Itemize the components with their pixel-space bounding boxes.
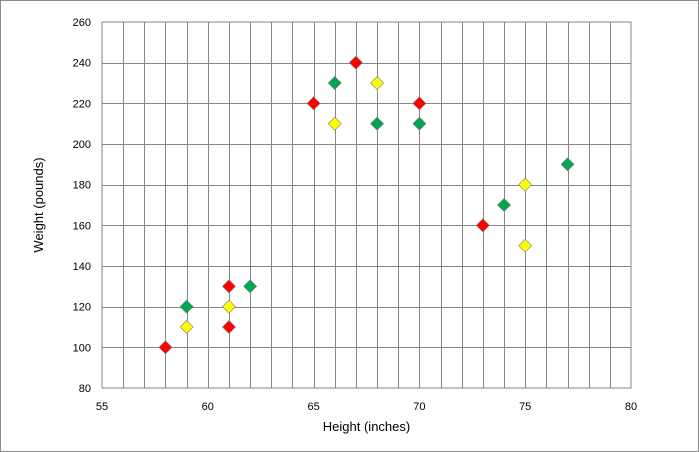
- x-tick-label: 60: [202, 401, 214, 413]
- x-tick-label: 80: [625, 401, 637, 413]
- data-point-series-1: [475, 218, 490, 233]
- data-point-series-3: [370, 76, 385, 90]
- x-tick-label: 70: [413, 401, 425, 413]
- x-tick-label: 75: [519, 401, 531, 413]
- x-tick-label: 65: [307, 401, 319, 413]
- y-axis-title: Weight (pounds): [31, 157, 46, 252]
- data-point-series-1: [222, 279, 236, 294]
- y-tick-label: 180: [73, 180, 91, 192]
- y-tick-label: 260: [73, 17, 91, 29]
- grid: [102, 22, 631, 388]
- data-point-series-2: [327, 76, 342, 90]
- data-point-series-1: [158, 340, 173, 355]
- y-tick-label: 240: [73, 58, 91, 70]
- data-point-series-3: [518, 238, 533, 253]
- y-tick-label: 100: [73, 342, 91, 354]
- data-point-series-2: [497, 198, 511, 212]
- y-tick-label: 120: [73, 302, 91, 314]
- data-point-series-1: [222, 320, 236, 334]
- data-point-series-2: [179, 299, 194, 314]
- y-tick-label: 160: [73, 220, 91, 232]
- data-points: [158, 55, 575, 355]
- data-point-series-2: [370, 116, 385, 131]
- x-tick-label: 55: [96, 401, 108, 413]
- data-point-series-2: [412, 116, 427, 131]
- data-point-series-3: [327, 116, 342, 131]
- plot-area-border: [101, 21, 632, 389]
- data-point-series-3: [179, 320, 194, 334]
- data-point-series-3: [518, 177, 533, 192]
- x-axis-ticks: 55 60 65 70 75 80: [96, 401, 637, 413]
- y-tick-label: 140: [73, 261, 91, 273]
- y-tick-label: 220: [73, 98, 91, 110]
- x-axis-title: Height (inches): [323, 419, 410, 434]
- data-point-series-2: [560, 157, 575, 172]
- data-point-series-1: [348, 55, 363, 70]
- data-point-series-1: [412, 96, 427, 111]
- data-point-series-2: [243, 279, 258, 294]
- y-tick-label: 200: [73, 139, 91, 151]
- data-point-series-3: [222, 299, 236, 314]
- data-point-series-1: [306, 96, 321, 111]
- y-tick-label: 80: [79, 383, 91, 395]
- y-axis-ticks: 80 100 120 140 160 180 200 220 240 260: [73, 17, 91, 395]
